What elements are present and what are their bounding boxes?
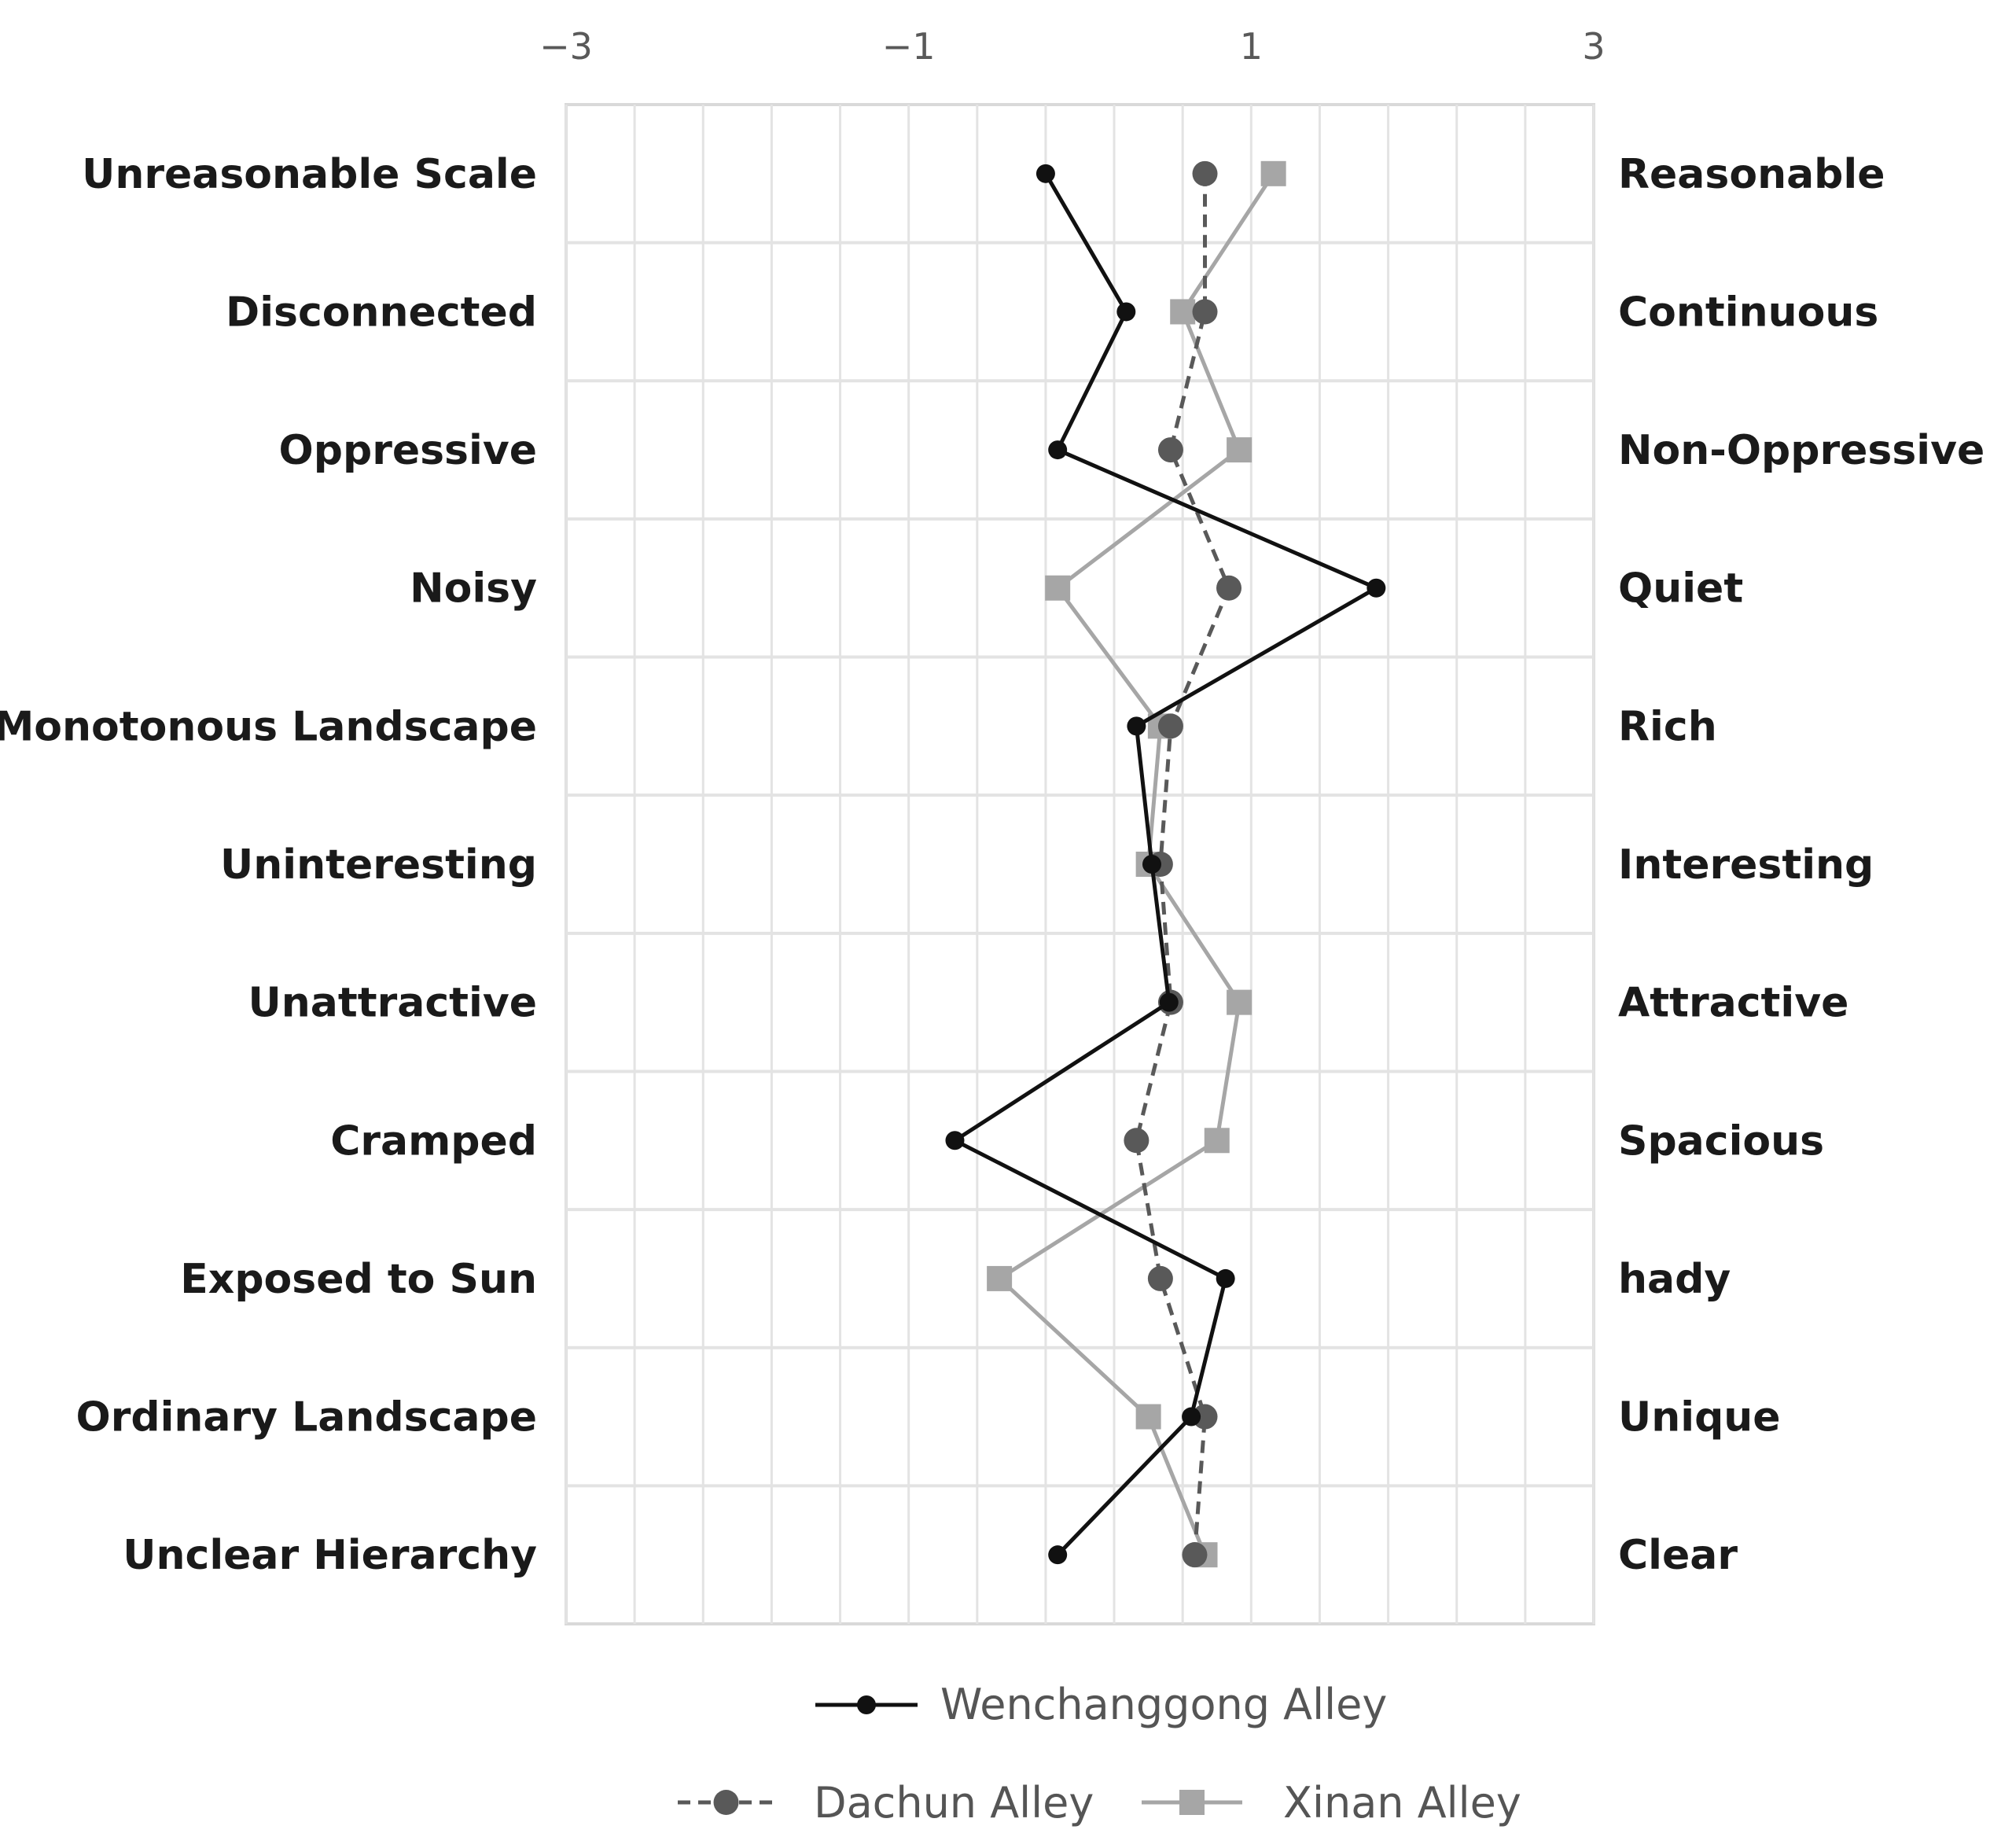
x-axis-ticks: −3 −1 1 3 [539, 25, 1606, 68]
data-point-circle [1192, 1404, 1218, 1430]
left-pole-label: Noisy [410, 565, 537, 613]
data-point-circle [1116, 302, 1136, 322]
data-point-circle [1127, 716, 1146, 736]
left-pole-label: Disconnected [226, 289, 537, 336]
data-point-square [1260, 160, 1286, 186]
right-pole-label: Attractive [1618, 980, 1848, 1027]
right-pole-label: Non-Oppressive [1618, 427, 1984, 474]
data-point-circle [1182, 1542, 1208, 1568]
left-pole-label: Oppressive [279, 427, 537, 474]
left-pole-label: Unclear Hierarchy [123, 1532, 537, 1579]
x-tick-label: 3 [1582, 25, 1605, 68]
plot-grid [565, 103, 1595, 1625]
left-pole-label: Unreasonable Scale [82, 151, 537, 198]
data-point-circle [1216, 575, 1242, 601]
left-pole-label: Uninteresting [220, 841, 537, 889]
data-point-circle [1124, 1128, 1149, 1154]
legend-item: Wenchanggong Alley [815, 1680, 1387, 1729]
left-pole-label: Cramped [330, 1117, 537, 1165]
data-point-circle [945, 1131, 965, 1150]
right-pole-label: Quiet [1618, 565, 1743, 613]
data-point-square [1135, 1404, 1161, 1430]
left-pole-label: Unattractive [248, 980, 537, 1027]
data-point-square [1170, 299, 1196, 325]
data-point-circle [1367, 578, 1386, 598]
row-labels: Unreasonable Scale Disconnected Oppressive… [0, 151, 1984, 1579]
right-pole-label: Interesting [1618, 841, 1874, 889]
data-point-square [1227, 437, 1252, 463]
legend-item: Xinan Alley [1142, 1778, 1521, 1828]
legend-marker-square [1179, 1790, 1205, 1815]
x-tick-label: −3 [539, 25, 593, 68]
data-point-square [1045, 575, 1071, 601]
x-tick-label: −1 [882, 25, 936, 68]
data-point-circle [1142, 855, 1161, 874]
data-point-square [1227, 989, 1252, 1015]
data-point-circle [1157, 437, 1183, 463]
data-point-circle [1182, 1407, 1201, 1426]
right-pole-label: Unique [1618, 1394, 1781, 1441]
right-pole-label: Continuous [1618, 289, 1878, 336]
right-pole-label: Reasonable [1618, 151, 1885, 198]
data-point-circle [1159, 992, 1179, 1012]
data-point-circle [1147, 1265, 1173, 1291]
plot-frame [565, 103, 1595, 1625]
series-wenchanggong-alley [945, 164, 1386, 1565]
data-point-square [1204, 1128, 1230, 1154]
data-point-circle [1048, 440, 1068, 460]
series-lines [945, 160, 1386, 1568]
left-pole-label: Ordinary Landscape [76, 1394, 537, 1441]
legend-label: Wenchanggong Alley [940, 1680, 1387, 1729]
legend-label: Xinan Alley [1283, 1778, 1521, 1828]
right-pole-label: Rich [1618, 703, 1717, 750]
right-pole-label: Spacious [1618, 1117, 1824, 1165]
right-pole-label: hady [1618, 1256, 1731, 1303]
x-tick-label: 1 [1240, 25, 1263, 68]
legend-marker-circle [713, 1790, 739, 1815]
data-point-circle [1157, 713, 1183, 739]
data-point-circle [1048, 1545, 1068, 1565]
data-point-circle [1192, 160, 1218, 186]
data-point-circle [1192, 299, 1218, 325]
legend: Wenchanggong Alley Dachun Alley Xinan Alle… [678, 1680, 1521, 1828]
legend-item: Dachun Alley [678, 1778, 1094, 1828]
legend-marker-circle [857, 1695, 876, 1714]
left-pole-label: Monotonous Landscape [0, 703, 537, 750]
legend-label: Dachun Alley [814, 1778, 1094, 1828]
right-pole-label: Clear [1618, 1532, 1738, 1579]
data-point-circle [1035, 164, 1055, 183]
data-point-square [987, 1265, 1013, 1291]
data-point-circle [1216, 1268, 1235, 1288]
left-pole-label: Exposed to Sun [180, 1256, 537, 1303]
